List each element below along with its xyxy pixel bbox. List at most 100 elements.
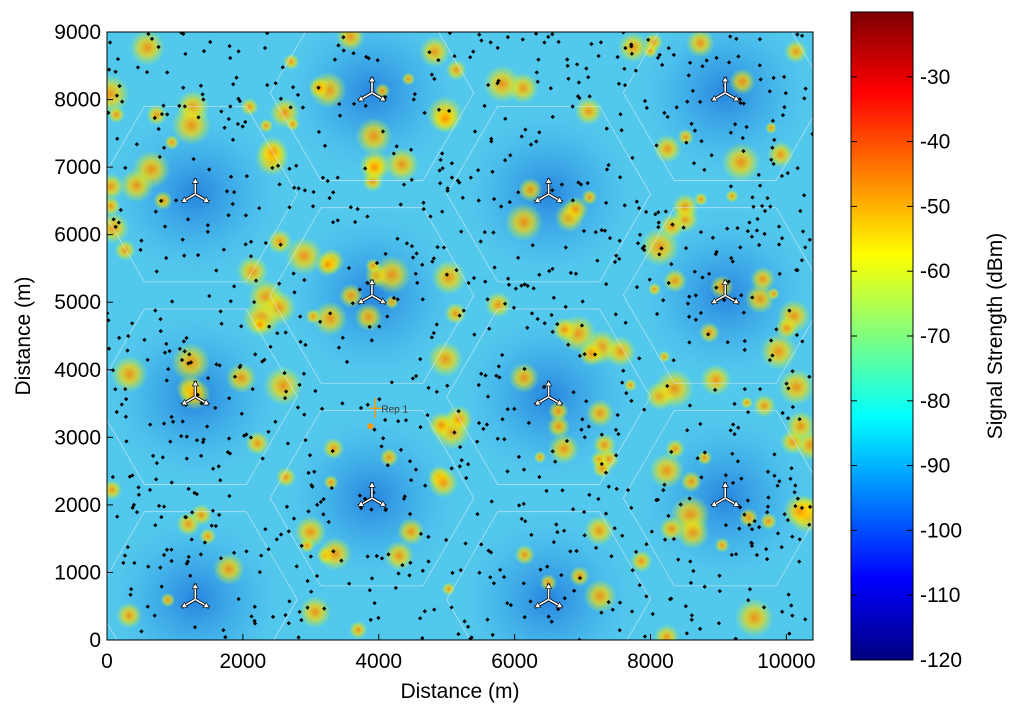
user-marker	[179, 433, 184, 439]
user-marker	[637, 583, 642, 588]
user-marker	[705, 332, 711, 337]
user-marker	[497, 375, 502, 380]
user-marker	[350, 301, 355, 306]
user-marker	[237, 98, 243, 104]
user-marker	[545, 564, 550, 569]
user-marker	[302, 277, 307, 283]
user-marker	[160, 455, 165, 460]
signal-hotspot	[379, 447, 399, 467]
user-marker	[747, 220, 752, 225]
user-marker	[500, 417, 505, 422]
user-marker	[754, 552, 760, 558]
signal-hotspot	[548, 400, 569, 422]
user-marker	[669, 262, 674, 267]
user-marker	[431, 330, 436, 336]
user-marker	[537, 474, 542, 480]
user-marker	[757, 386, 763, 392]
user-marker	[386, 552, 391, 557]
user-marker	[421, 206, 426, 212]
user-marker	[751, 204, 756, 209]
user-marker	[717, 573, 722, 578]
user-marker	[476, 168, 481, 173]
y-axis-label: Distance (m)	[12, 276, 35, 395]
user-marker	[542, 321, 547, 326]
user-marker	[512, 406, 517, 411]
user-marker	[177, 103, 182, 109]
user-marker	[634, 285, 640, 290]
user-marker	[624, 390, 629, 396]
user-marker	[702, 450, 707, 455]
plot-frame	[106, 31, 814, 641]
signal-hotspot	[107, 105, 126, 124]
user-marker	[287, 166, 292, 171]
signal-hotspot	[338, 283, 364, 308]
user-marker	[779, 173, 785, 179]
user-marker	[403, 418, 409, 423]
user-marker	[114, 93, 120, 98]
user-marker	[365, 402, 370, 407]
user-marker	[156, 503, 162, 508]
user-marker	[325, 178, 330, 184]
user-marker	[159, 514, 164, 520]
user-marker	[654, 311, 660, 317]
user-marker	[501, 574, 507, 580]
signal-hotspot	[427, 467, 459, 498]
user-marker	[505, 601, 510, 606]
user-marker	[278, 532, 284, 537]
user-marker	[449, 605, 454, 610]
user-marker	[468, 175, 473, 180]
user-marker	[308, 554, 313, 559]
user-marker	[697, 626, 703, 631]
user-marker	[772, 473, 777, 478]
user-marker	[252, 300, 257, 305]
user-marker	[610, 607, 615, 612]
user-marker	[222, 125, 227, 130]
user-marker	[228, 299, 233, 304]
user-marker	[249, 614, 254, 619]
user-marker	[723, 523, 729, 528]
user-marker	[158, 565, 163, 570]
user-marker	[207, 293, 212, 299]
user-marker	[577, 353, 582, 358]
signal-hotspot	[785, 410, 813, 442]
user-marker	[764, 556, 770, 562]
x-tick-label: 8000	[627, 650, 674, 673]
signal-hotspot	[349, 620, 368, 640]
user-marker	[798, 208, 803, 214]
user-marker	[184, 434, 189, 439]
user-marker	[642, 407, 647, 412]
user-marker	[210, 508, 216, 513]
user-marker	[454, 268, 459, 273]
user-marker	[521, 501, 526, 507]
user-marker	[461, 308, 466, 313]
user-marker	[330, 448, 335, 454]
signal-hotspot	[697, 450, 713, 466]
user-marker	[469, 635, 474, 640]
user-marker	[357, 287, 362, 292]
signal-hotspot	[604, 335, 637, 368]
user-marker	[582, 509, 587, 515]
user-marker	[559, 572, 564, 578]
user-marker	[750, 295, 755, 300]
user-marker	[800, 339, 805, 344]
user-marker	[296, 635, 301, 640]
user-marker	[385, 314, 390, 319]
user-marker	[725, 226, 730, 231]
user-marker	[270, 614, 276, 620]
user-marker	[635, 241, 641, 246]
user-marker	[188, 360, 194, 365]
user-marker	[426, 534, 431, 540]
user-marker	[560, 488, 565, 493]
user-marker	[244, 174, 250, 179]
user-marker	[678, 502, 683, 507]
signal-hotspot	[419, 36, 451, 68]
base-station-9	[533, 177, 564, 204]
user-marker	[653, 212, 658, 217]
signal-hotspot	[643, 32, 664, 52]
user-marker	[379, 444, 384, 449]
user-marker	[270, 165, 275, 170]
user-marker	[549, 312, 554, 318]
user-marker	[686, 314, 692, 319]
user-marker	[152, 115, 157, 121]
